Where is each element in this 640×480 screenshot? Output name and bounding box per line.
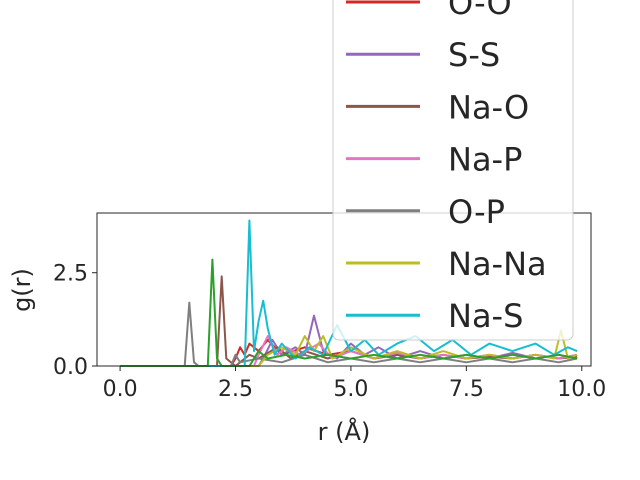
legend-label-na-p: Na-P	[448, 141, 522, 179]
legend-label-s-s: S-S	[448, 36, 500, 74]
y-axis-label: g(r)	[8, 268, 36, 312]
x-tick-label: 2.5	[218, 377, 253, 402]
x-axis-label: r (Å)	[318, 417, 371, 446]
series-line-na-s	[120, 219, 578, 367]
series-line-unlabeled-7	[120, 258, 578, 367]
y-tick-label: 0.0	[53, 355, 88, 380]
y-tick-label: 2.5	[53, 262, 88, 287]
legend-label-o-o: O-O	[448, 0, 512, 22]
series-line-o-p	[120, 301, 578, 367]
x-tick-label: 5.0	[333, 377, 368, 402]
x-tick-label: 0.0	[103, 377, 138, 402]
x-tick-label: 7.5	[449, 377, 484, 402]
legend-label-na-o: Na-O	[448, 88, 529, 126]
legend-label-o-p: O-P	[448, 193, 505, 231]
x-tick-label: 10.0	[557, 377, 606, 402]
legend-label-na-na: Na-Na	[448, 245, 547, 283]
x-axis: 0.0 2.5 5.0 7.5 10.0	[103, 366, 606, 402]
legend-label-na-s: Na-S	[448, 297, 523, 335]
legend: O-O S-S Na-O Na-P O-P Na-Na Na-S	[332, 0, 574, 341]
plot-lines	[120, 219, 578, 367]
y-axis: 0.0 2.5	[53, 262, 97, 380]
legend-box	[332, 0, 574, 341]
